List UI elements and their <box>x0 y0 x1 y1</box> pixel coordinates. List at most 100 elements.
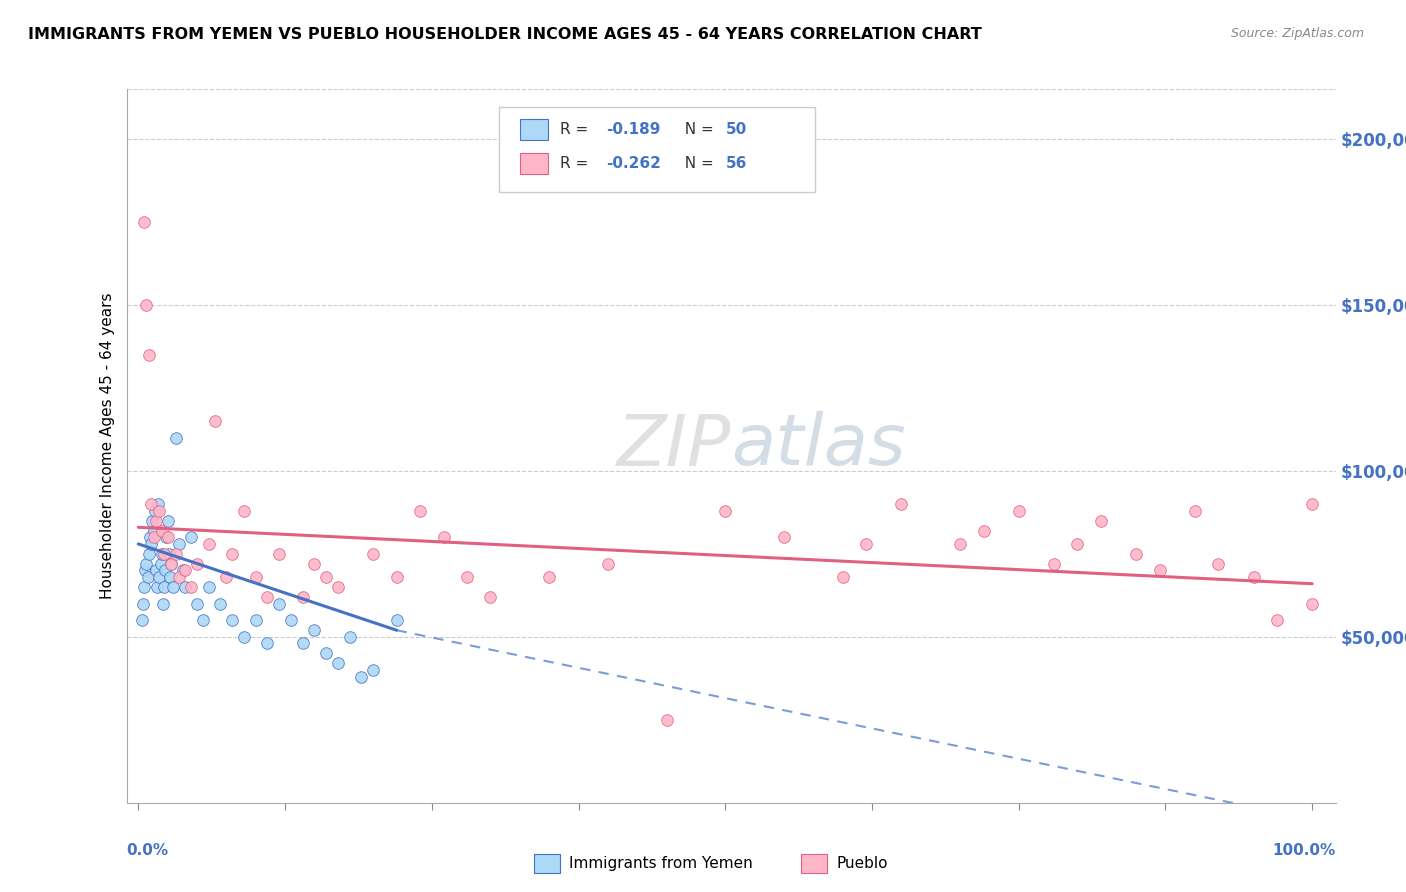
Point <box>1265 613 1288 627</box>
Point <box>479 590 502 604</box>
Point <box>1243 570 1265 584</box>
Point <box>409 504 432 518</box>
Point <box>159 570 181 584</box>
Point <box>291 636 314 650</box>
Point <box>152 597 174 611</box>
Point <box>1008 504 1031 518</box>
Point <box>1208 557 1230 571</box>
Point <box>655 713 678 727</box>
Text: ZIP: ZIP <box>617 411 731 481</box>
Point <box>949 537 972 551</box>
Point <box>831 570 853 584</box>
Point <box>256 636 278 650</box>
Point <box>145 514 167 528</box>
Point <box>157 547 180 561</box>
Point <box>155 564 177 578</box>
Point <box>191 613 214 627</box>
Point <box>156 514 179 528</box>
Point <box>245 570 267 584</box>
Point <box>180 530 202 544</box>
Point <box>315 570 337 584</box>
Point <box>385 613 408 627</box>
Point <box>141 514 163 528</box>
Point <box>131 613 153 627</box>
Text: Immigrants from Yemen: Immigrants from Yemen <box>569 856 754 871</box>
Point <box>315 647 337 661</box>
Point <box>973 524 995 538</box>
Point <box>149 557 172 571</box>
Y-axis label: Householder Income Ages 45 - 64 years: Householder Income Ages 45 - 64 years <box>100 293 115 599</box>
Point <box>139 530 162 544</box>
Point <box>1301 497 1323 511</box>
Point <box>141 537 163 551</box>
Point <box>165 547 187 561</box>
Point <box>153 580 176 594</box>
Point <box>160 557 183 571</box>
Point <box>142 530 165 544</box>
Point <box>1301 597 1323 611</box>
Point <box>150 524 173 538</box>
Point <box>232 504 254 518</box>
Point <box>432 530 454 544</box>
Point <box>148 504 170 518</box>
Point <box>134 580 156 594</box>
Point <box>148 570 170 584</box>
Point <box>145 564 167 578</box>
Point <box>339 630 361 644</box>
Point <box>326 580 349 594</box>
Point <box>197 537 219 551</box>
Point <box>148 497 170 511</box>
Point <box>209 597 232 611</box>
Text: N =: N = <box>675 122 718 136</box>
Point <box>186 557 208 571</box>
Point <box>169 537 191 551</box>
Point <box>1125 547 1147 561</box>
Point <box>350 670 373 684</box>
Point <box>134 564 156 578</box>
Point <box>174 580 197 594</box>
Text: 56: 56 <box>725 156 747 170</box>
Point <box>150 547 173 561</box>
Point <box>138 348 160 362</box>
Text: R =: R = <box>560 122 593 136</box>
Point <box>456 570 478 584</box>
Point <box>138 547 160 561</box>
Point <box>197 580 219 594</box>
Point <box>890 497 912 511</box>
Text: -0.262: -0.262 <box>606 156 661 170</box>
Point <box>135 557 157 571</box>
Point <box>1149 564 1171 578</box>
Point <box>291 590 314 604</box>
Point <box>172 564 194 578</box>
Point <box>132 597 155 611</box>
Point <box>855 537 877 551</box>
Point <box>186 597 208 611</box>
Text: Source: ZipAtlas.com: Source: ZipAtlas.com <box>1230 27 1364 40</box>
Point <box>1066 537 1088 551</box>
Point <box>714 504 737 518</box>
Point <box>221 613 243 627</box>
Text: 50: 50 <box>725 122 747 136</box>
Point <box>385 570 408 584</box>
Point <box>143 504 166 518</box>
Point <box>136 570 159 584</box>
Point <box>773 530 796 544</box>
Point <box>146 580 169 594</box>
Point <box>326 657 349 671</box>
Point <box>1184 504 1206 518</box>
Point <box>538 570 561 584</box>
Point <box>180 580 202 594</box>
Point <box>269 597 291 611</box>
Point <box>269 547 291 561</box>
Point <box>245 613 267 627</box>
Point <box>204 414 226 428</box>
Text: IMMIGRANTS FROM YEMEN VS PUEBLO HOUSEHOLDER INCOME AGES 45 - 64 YEARS CORRELATIO: IMMIGRANTS FROM YEMEN VS PUEBLO HOUSEHOL… <box>28 27 981 42</box>
Point <box>135 298 157 312</box>
Text: 0.0%: 0.0% <box>127 843 169 858</box>
Point <box>215 570 238 584</box>
Point <box>304 624 326 638</box>
Point <box>1090 514 1112 528</box>
Point <box>256 590 278 604</box>
Point <box>160 557 183 571</box>
Point <box>142 524 165 538</box>
